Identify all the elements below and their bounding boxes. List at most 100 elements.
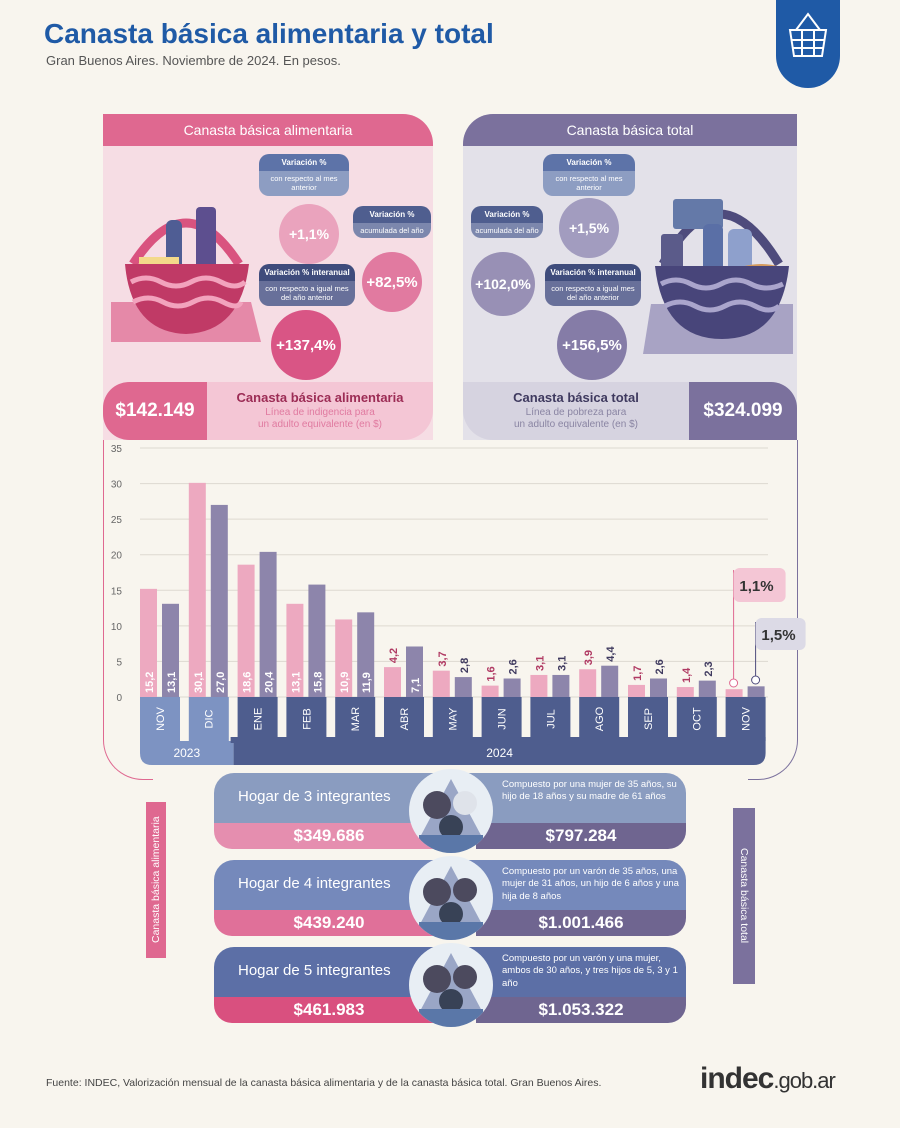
household-cba-value: $439.240: [214, 910, 444, 936]
bar-value-label: 18,6: [242, 672, 254, 693]
y-tick-label: 20: [111, 551, 123, 562]
y-tick-label: 35: [111, 444, 123, 455]
total-basket-illustration: [643, 199, 793, 354]
cbt-monthly-tip: Variación % con respecto al mes anterior: [543, 154, 635, 196]
month-label: ENE: [253, 708, 265, 731]
cbt-price: $324.099: [689, 382, 797, 440]
month-band: [725, 697, 766, 741]
cbt-bar: [601, 665, 619, 697]
month-label: JUL: [545, 709, 557, 729]
page-subtitle: Gran Buenos Aires. Noviembre de 2024. En…: [46, 53, 341, 68]
y-tick-label: 10: [111, 622, 123, 633]
cba-interannual-tip: Variación % interanual con respecto a igu…: [259, 264, 355, 306]
cba-bar: [237, 564, 255, 697]
month-band: [335, 697, 376, 741]
bar-value-label: 4,2: [388, 648, 400, 663]
bar-value-label: 1,4: [681, 667, 693, 683]
y-tick-label: 25: [111, 515, 123, 526]
page-title: Canasta básica alimentaria y total: [44, 18, 494, 49]
cba-monthly-value: +1,1%: [279, 204, 339, 264]
year-band-2024: [233, 737, 766, 765]
bar-value-label: 11,9: [361, 672, 373, 693]
family-illustration: [409, 856, 493, 940]
household-label: Hogar de 3 integrantes: [238, 788, 391, 805]
basket-icon: [776, 0, 840, 88]
callout-dot: [729, 678, 739, 688]
month-band: [481, 697, 522, 741]
month-label: DIC: [204, 709, 216, 728]
month-label: SEP: [643, 708, 655, 730]
cba-bar: [286, 603, 304, 697]
household-description: Compuesto por un varón de 35 años, una m…: [502, 866, 679, 902]
bar-value-label: 1,7: [632, 666, 644, 681]
cba-panel-title: Canasta básica alimentaria: [103, 114, 433, 146]
cbt-bar: [210, 504, 228, 697]
cbt-bar: [162, 603, 179, 697]
household-card: Hogar de 5 integrantes Compuesto por un …: [214, 943, 686, 1027]
bar-value-label: 2,3: [703, 661, 715, 676]
bar-value-label: 3,9: [583, 650, 595, 665]
bar-value-label: 4,4: [605, 646, 617, 662]
year-label: 2023: [173, 746, 200, 760]
bar-value-label: 15,2: [144, 672, 156, 693]
cba-bar: [481, 685, 499, 697]
month-label: MAY: [448, 707, 460, 731]
side-label-cbt: Canasta básica total: [733, 808, 755, 984]
cbt-bar: [357, 612, 375, 697]
cba-price: $142.149: [103, 382, 207, 440]
household-cbt-value: $1.001.466: [476, 910, 686, 936]
year-band-joint: [230, 737, 237, 743]
cba-bar: [335, 619, 353, 697]
y-tick-label: 15: [111, 586, 123, 597]
cbt-bar: [259, 551, 277, 697]
month-label: ABR: [399, 708, 411, 731]
year-band-2023: [140, 741, 234, 765]
cbt-bar: [503, 678, 521, 697]
month-label: NOV: [741, 706, 753, 731]
cbt-bar: [552, 674, 570, 697]
cbt-callout-label: 1,5%: [761, 627, 795, 644]
cba-interannual-value: +137,4%: [271, 310, 341, 380]
callout-box: [733, 568, 786, 602]
month-band: [286, 697, 327, 741]
cbt-bar: [406, 646, 423, 697]
cbt-bar: [454, 677, 472, 697]
bar-value-label: 2,8: [459, 658, 471, 673]
cba-bar: [188, 482, 206, 697]
month-band: [530, 697, 571, 741]
bar-value-label: 3,7: [437, 651, 449, 666]
cba-bar: [628, 684, 645, 697]
cba-bar: [384, 667, 401, 697]
food-basket-illustration: [111, 207, 261, 342]
household-card: Hogar de 3 integrantes Compuesto por una…: [214, 769, 686, 853]
cbt-panel-title: Canasta básica total: [463, 114, 797, 146]
cbt-accum-value: +102,0%: [471, 252, 535, 316]
cba-bar: [725, 689, 743, 697]
cba-bar: [676, 687, 694, 697]
cbt-accum-tip: Variación % acumulada del año: [471, 206, 543, 239]
month-label: FEB: [301, 708, 313, 729]
cbt-monthly-value: +1,5%: [559, 198, 619, 258]
indec-logo: indec.gob.ar: [700, 1062, 836, 1095]
household-cbt-value: $797.284: [476, 823, 686, 849]
month-band: [432, 697, 473, 741]
bar-value-label: 7,1: [410, 678, 422, 693]
cba-monthly-tip: Variación % con respecto al mes anterior: [259, 154, 349, 196]
month-band: [676, 697, 717, 741]
household-cba-value: $349.686: [214, 823, 444, 849]
household-cba-value: $461.983: [214, 997, 444, 1023]
callout-box: [755, 618, 806, 650]
household-description: Compuesto por una mujer de 35 años, su h…: [502, 779, 677, 803]
cbt-bar: [698, 680, 716, 697]
cba-bar: [579, 669, 597, 697]
bar-value-label: 13,1: [166, 672, 178, 693]
household-card: Hogar de 4 integrantes Compuesto por un …: [214, 856, 686, 940]
cba-callout-label: 1,1%: [739, 578, 773, 595]
source-note: Fuente: INDEC, Valorización mensual de l…: [46, 1077, 602, 1089]
bar-value-label: 27,0: [215, 672, 227, 693]
month-band: [188, 697, 229, 741]
month-label: AGO: [594, 706, 606, 731]
bar-value-label: 3,1: [556, 656, 568, 671]
month-label: JUN: [497, 708, 509, 729]
family-illustration: [409, 769, 493, 853]
